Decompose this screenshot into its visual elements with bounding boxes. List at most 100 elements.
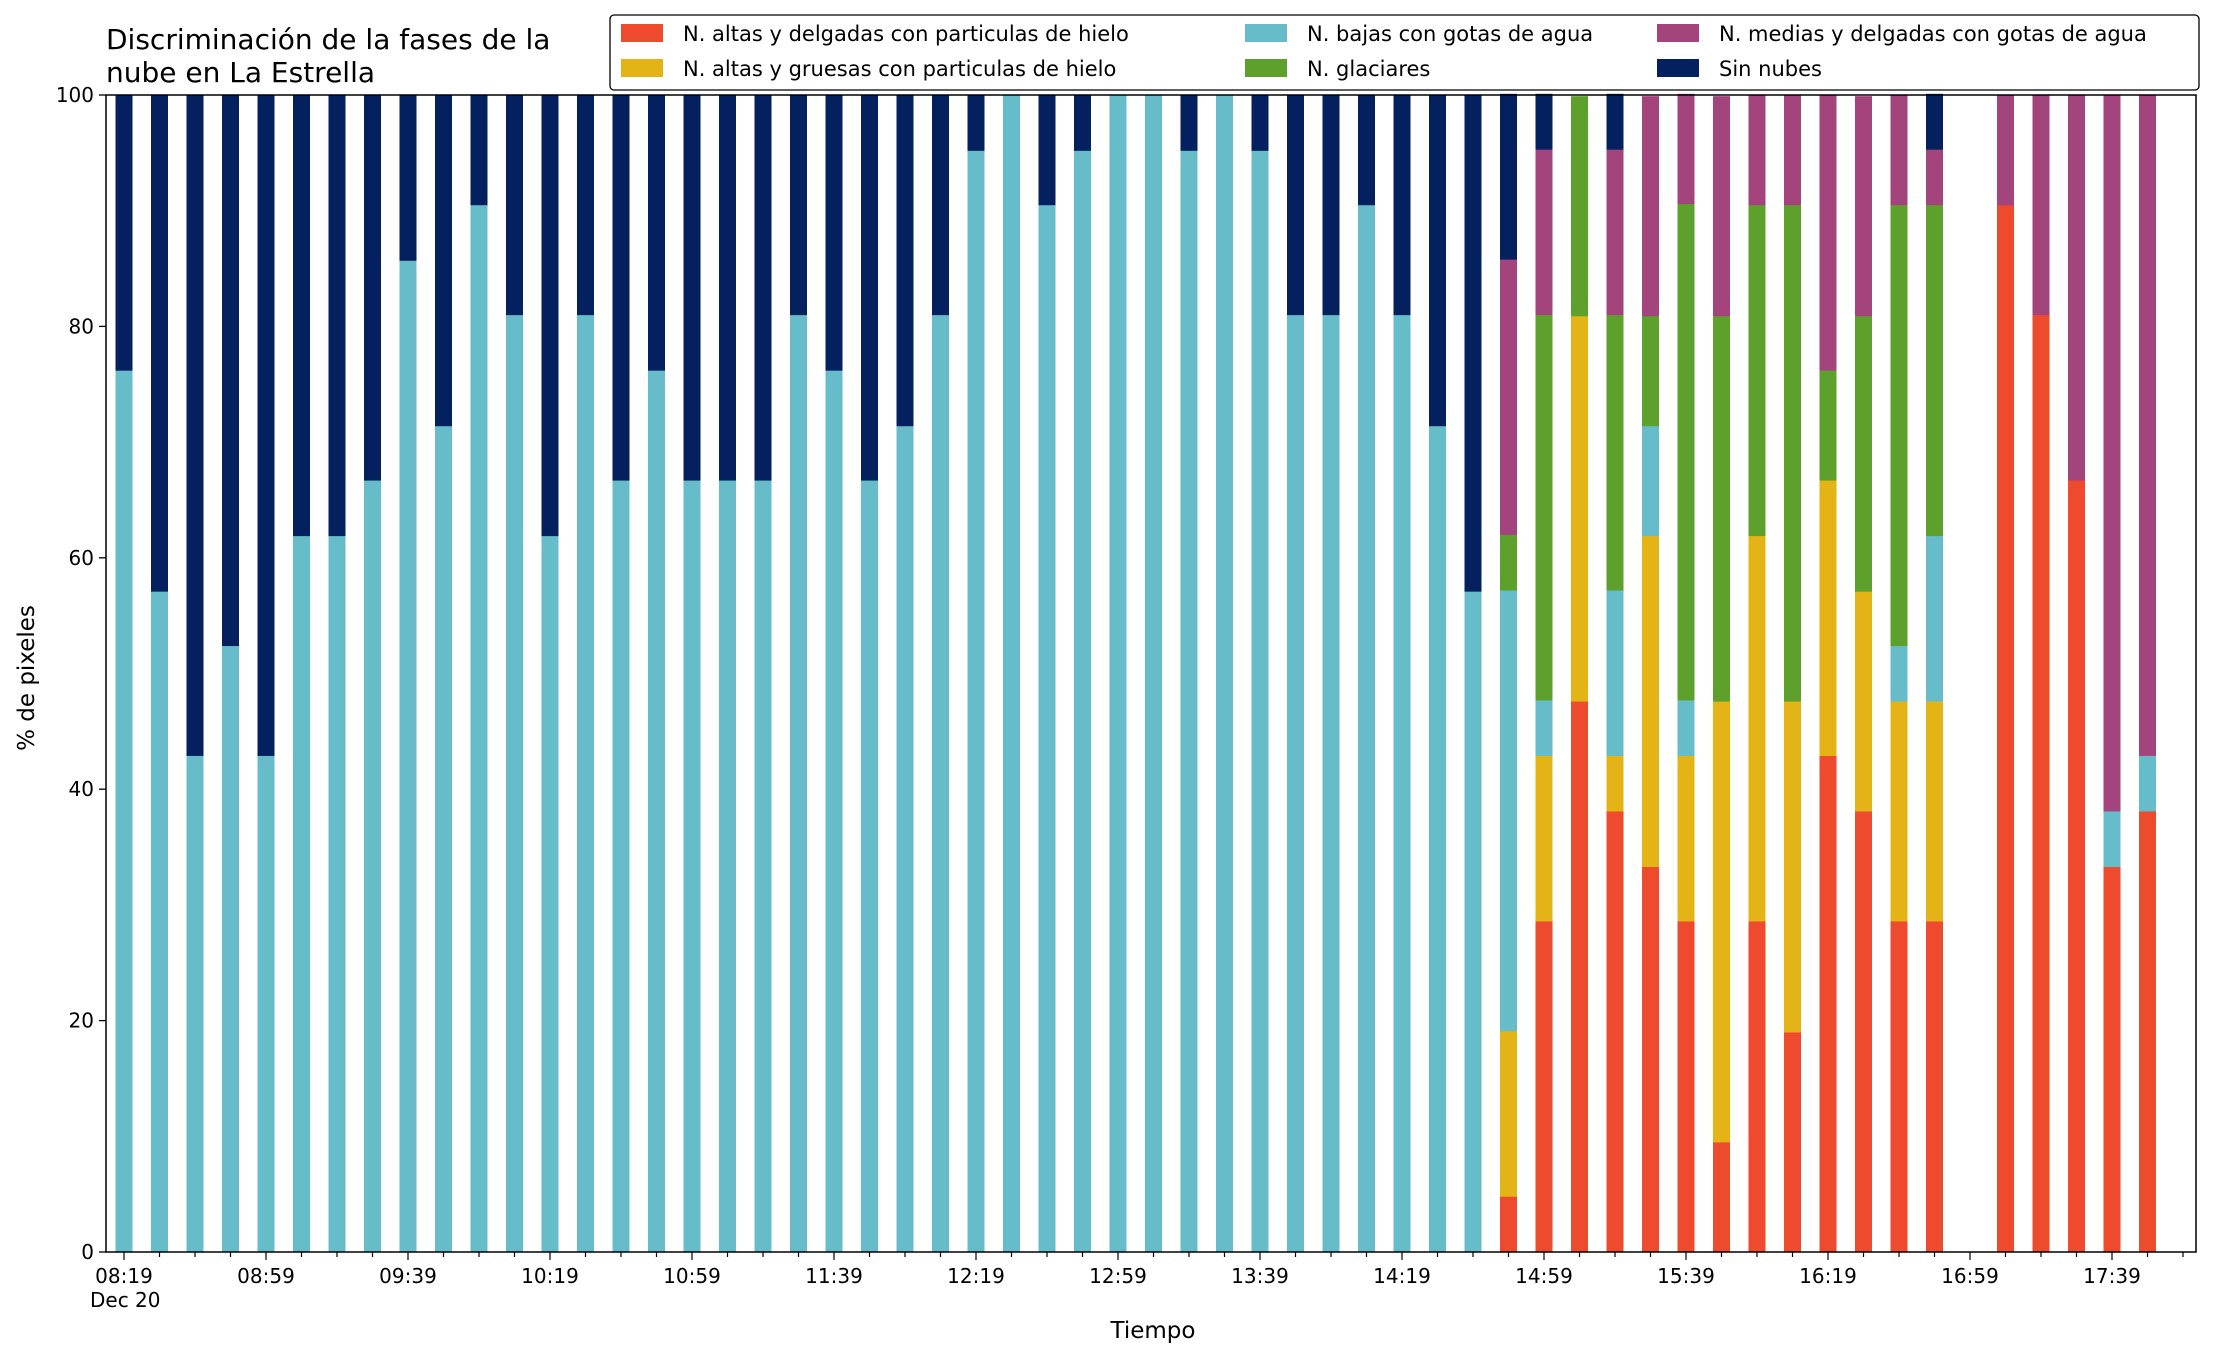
bar-segment-32-s2 [1251, 150, 1269, 1253]
bar-segment-4-s5 [257, 95, 275, 756]
bar-segment-44-s0 [1677, 921, 1695, 1253]
bar-segment-33-s5 [1287, 95, 1304, 316]
bar-segment-15-s5 [648, 95, 665, 371]
bar-segment-33-s2 [1287, 314, 1304, 1253]
bar-segment-26-s5 [1038, 95, 1056, 206]
bar-segment-39-s0 [1500, 1196, 1517, 1253]
bar-segment-11-s5 [506, 95, 523, 316]
bar-segment-35-s2 [1358, 204, 1375, 1253]
bar-segment-13-s5 [577, 95, 594, 316]
bar-segment-24-s2 [967, 150, 985, 1253]
legend-frame [609, 14, 2200, 91]
bar-segment-34-s5 [1322, 95, 1340, 316]
legend-swatch-3 [621, 59, 663, 77]
bar-segment-32-s5 [1251, 95, 1269, 151]
bar-segment-5-s2 [293, 535, 310, 1253]
bar-segment-44-s4 [1677, 93, 1695, 205]
bar-segment-0-s2 [115, 370, 133, 1253]
bar-segment-50-s4 [1890, 95, 1908, 206]
bar-segment-39-s4 [1500, 259, 1517, 535]
x-tick-label-12: 10:19 [521, 1264, 579, 1288]
bar-segment-27-s2 [1074, 150, 1091, 1253]
bar-segment-41-s0 [1571, 701, 1588, 1253]
bar-segment-12-s2 [541, 535, 559, 1253]
x-tick-label-8: 09:39 [379, 1264, 437, 1288]
bar-segment-20-s2 [825, 370, 843, 1253]
bar-segment-46-s0 [1748, 921, 1766, 1253]
bar-segment-27-s5 [1074, 95, 1091, 151]
bar-segment-9-s5 [435, 95, 452, 427]
bar-segment-50-s1 [1890, 701, 1908, 922]
bar-segment-19-s5 [790, 95, 807, 316]
x-tick-label-16: 10:59 [663, 1264, 721, 1288]
legend-swatch-2 [1657, 24, 1699, 42]
bar-segment-30-s5 [1180, 95, 1198, 151]
x-tick-label-56: 17:39 [2083, 1264, 2141, 1288]
bar-segment-43-s4 [1642, 96, 1659, 317]
bar-segment-10-s2 [470, 204, 488, 1253]
legend-label-0: N. altas y delgadas con particulas de hi… [683, 22, 1129, 46]
bar-segment-47-s1 [1784, 701, 1801, 1033]
bar-segment-23-s2 [932, 314, 949, 1253]
bar-segment-49-s1 [1855, 591, 1872, 812]
bar-segment-57-s4 [2139, 95, 2156, 756]
x-tick-label-24: 12:19 [947, 1264, 1005, 1288]
bar-segment-42-s1 [1606, 755, 1624, 812]
y-tick-label-20: 20 [69, 1009, 94, 1033]
bar-segment-39-s5 [1500, 93, 1517, 260]
bar-segment-47-s3 [1784, 204, 1801, 702]
bar-segment-20-s5 [825, 95, 843, 371]
bar-segment-40-s0 [1535, 921, 1553, 1253]
bar-segment-35-s5 [1358, 95, 1375, 206]
bar-segment-48-s0 [1819, 755, 1837, 1253]
bar-segment-54-s0 [2032, 314, 2050, 1253]
bar-segment-51-s4 [1926, 149, 1943, 206]
bars-group [115, 93, 2156, 1253]
bar-segment-2-s2 [186, 755, 204, 1253]
bar-segment-40-s2 [1535, 700, 1553, 756]
bar-segment-36-s5 [1393, 95, 1411, 316]
bar-segment-6-s5 [328, 95, 346, 537]
bar-segment-43-s3 [1642, 315, 1659, 427]
legend-swatch-0 [621, 24, 663, 42]
bar-segment-17-s2 [719, 480, 736, 1253]
bar-segment-39-s2 [1500, 590, 1517, 1032]
bar-segment-51-s3 [1926, 204, 1943, 537]
x-tick-label-40: 14:59 [1515, 1264, 1573, 1288]
bar-segment-53-s4 [1997, 95, 2014, 206]
bar-segment-39-s1 [1500, 1031, 1517, 1197]
bar-segment-51-s1 [1926, 701, 1943, 922]
plot-frame [105, 94, 2197, 1253]
bar-segment-28-s2 [1109, 95, 1127, 1253]
bar-segment-45-s4 [1713, 96, 1730, 317]
bar-segment-42-s5 [1606, 93, 1624, 150]
bar-segment-56-s4 [2103, 95, 2121, 812]
bar-segment-9-s2 [435, 425, 452, 1253]
legend-label-4: N. glaciares [1307, 57, 1430, 81]
bar-segment-41-s3 [1571, 96, 1588, 317]
y-tick-label-40: 40 [69, 777, 94, 801]
bar-segment-42-s2 [1606, 590, 1624, 756]
bar-segment-47-s0 [1784, 1032, 1801, 1253]
bar-segment-45-s0 [1713, 1142, 1730, 1253]
bar-segment-46-s4 [1748, 95, 1766, 206]
bar-segment-11-s2 [506, 314, 523, 1253]
bar-segment-3-s2 [222, 645, 239, 1253]
bar-segment-36-s2 [1393, 314, 1411, 1253]
bar-segment-18-s5 [754, 95, 772, 481]
bar-segment-45-s3 [1713, 315, 1730, 702]
bar-segment-38-s5 [1464, 95, 1482, 592]
bar-segment-46-s1 [1748, 535, 1766, 922]
bar-segment-24-s5 [967, 95, 985, 151]
bar-segment-50-s3 [1890, 204, 1908, 647]
bar-segment-6-s2 [328, 535, 346, 1253]
bar-segment-47-s4 [1784, 95, 1801, 206]
bar-segment-53-s0 [1997, 204, 2014, 1253]
x-tick-label-0: 08:19 [95, 1264, 153, 1288]
bar-segment-56-s2 [2103, 811, 2121, 868]
bar-segment-55-s0 [2068, 480, 2085, 1253]
bar-segment-40-s3 [1535, 314, 1553, 701]
bar-segment-49-s4 [1855, 96, 1872, 317]
bar-segment-31-s2 [1216, 95, 1233, 1253]
